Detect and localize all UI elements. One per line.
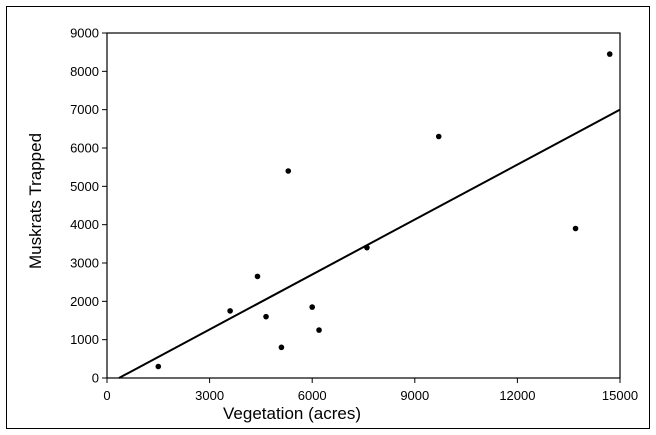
data-point [606, 51, 613, 57]
data-points [155, 51, 613, 370]
x-tick-label: 9000 [400, 388, 429, 403]
data-point [227, 308, 233, 314]
y-tick-label: 3000 [70, 256, 99, 271]
y-tick-label: 5000 [70, 179, 99, 194]
trendline-layer [118, 108, 621, 379]
data-point [316, 327, 322, 333]
plot-border [106, 32, 621, 379]
y-tick-label: 1000 [70, 332, 99, 347]
x-axis-title: Vegetation (acres) [223, 404, 361, 423]
x-tick-label: 3000 [195, 388, 224, 403]
data-point [435, 133, 442, 140]
y-tick-label: 8000 [70, 64, 99, 79]
data-point [309, 304, 316, 310]
y-tick-label: 6000 [70, 141, 99, 156]
data-point [263, 313, 269, 320]
y-tick-label: 4000 [70, 217, 99, 232]
y-tick-label: 9000 [70, 26, 99, 41]
chart-frame: 0 1000 2000 3000 4000 5000 6000 7000 8000 9000 0 3… [6, 6, 650, 429]
data-point [155, 363, 162, 370]
y-tick-label: 7000 [70, 102, 99, 117]
x-tick-label: 0 [103, 388, 110, 403]
y-tick-label: 0 [92, 371, 99, 386]
data-point [285, 168, 292, 174]
x-axis: 0 3000 6000 9000 12000 15000 [103, 378, 638, 403]
x-tick-label: 6000 [298, 388, 327, 403]
data-point [254, 273, 261, 280]
data-point [572, 225, 579, 232]
trendline [118, 108, 621, 379]
x-tick-label: 12000 [499, 388, 535, 403]
x-tick-label: 15000 [602, 388, 638, 403]
y-axis: 0 1000 2000 3000 4000 5000 6000 7000 8000 9000 [70, 26, 107, 386]
data-point [364, 244, 370, 251]
plot-area [106, 32, 621, 379]
scatter-chart: 0 1000 2000 3000 4000 5000 6000 7000 8000 9000 0 3… [26, 26, 638, 424]
data-point [278, 344, 285, 351]
y-tick-label: 2000 [70, 294, 99, 309]
y-axis-title: Muskrats Trapped [26, 133, 45, 269]
